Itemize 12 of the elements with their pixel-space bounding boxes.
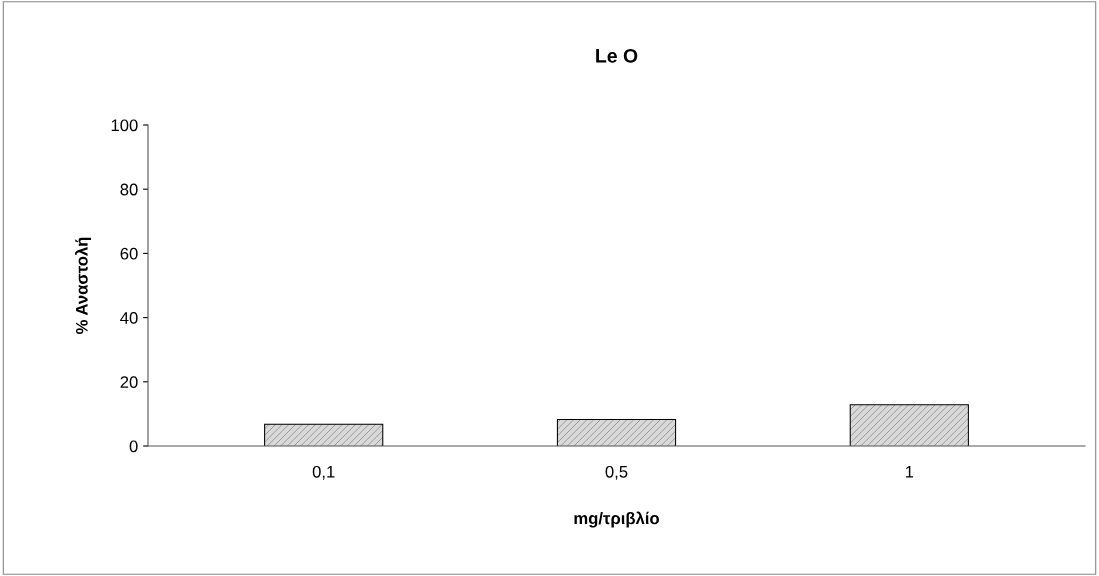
y-tick-label: 80	[120, 183, 138, 196]
chart-title: Le O	[596, 48, 638, 63]
x-tick-label: 0,5	[605, 465, 628, 480]
y-tick-label: 20	[120, 376, 138, 388]
x-tick-label: 0,1	[312, 465, 335, 480]
y-tick-label: 60	[120, 247, 138, 260]
x-tick-label: 1	[905, 466, 914, 478]
y-tick-label: 40	[120, 312, 138, 324]
y-axis-title: % Αναστολή	[75, 237, 92, 334]
y-tick-label: 100	[111, 119, 138, 132]
x-axis-title: mg/τριβλίο	[574, 511, 659, 528]
y-tick-label: 0	[129, 440, 138, 453]
